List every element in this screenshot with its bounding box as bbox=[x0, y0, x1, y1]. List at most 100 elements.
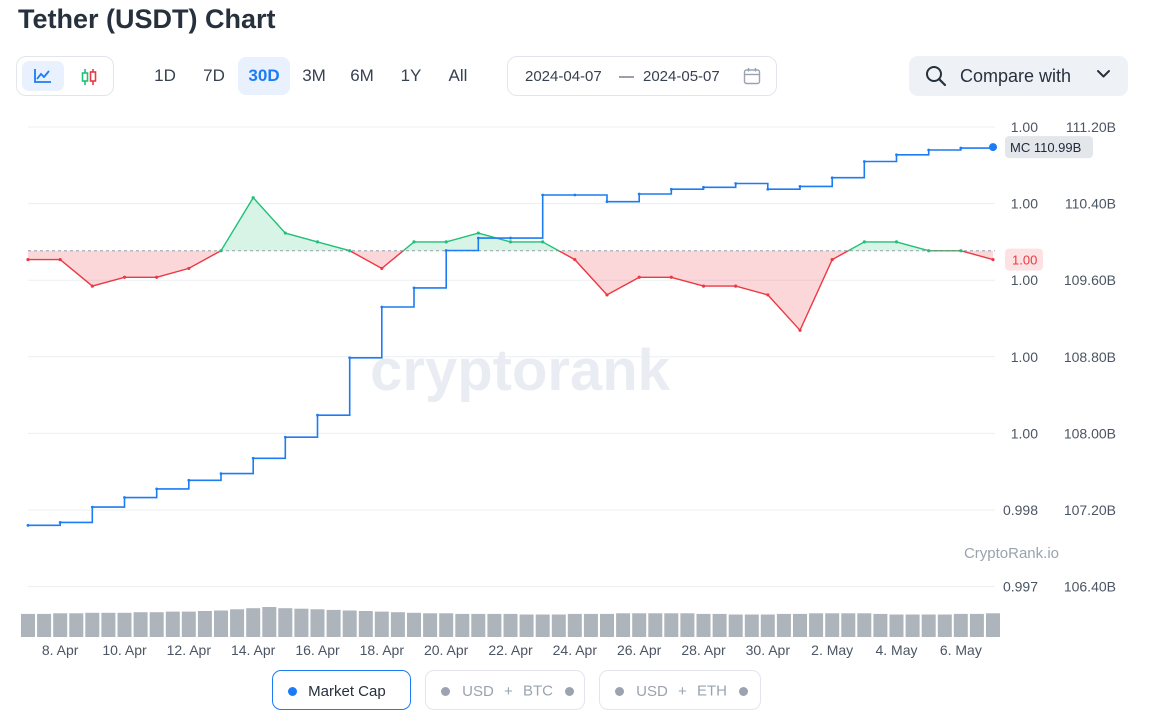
volume-bar bbox=[696, 613, 711, 637]
price-point bbox=[348, 249, 352, 253]
price-tick-label: 0.998 bbox=[1003, 502, 1038, 518]
price-point bbox=[766, 293, 770, 297]
x-tick-label: 10. Apr bbox=[102, 642, 147, 658]
price-tick-label: 1.00 bbox=[1011, 196, 1038, 212]
page-title: Tether (USDT) Chart bbox=[18, 4, 276, 34]
volume-bar bbox=[278, 608, 293, 637]
range-7d[interactable]: 7D bbox=[203, 66, 225, 85]
legend-usd-btc[interactable]: USD + BTC bbox=[425, 670, 585, 710]
calendar-icon bbox=[743, 68, 761, 85]
price-point bbox=[991, 257, 995, 262]
price-point bbox=[959, 249, 963, 253]
legend-plus: + bbox=[678, 682, 687, 700]
line-chart-icon bbox=[34, 69, 51, 83]
price-point bbox=[58, 257, 62, 262]
date-range-picker[interactable]: 2024-04-07 — 2024-05-07 bbox=[507, 56, 777, 96]
mcap-point bbox=[895, 153, 898, 157]
volume-bar bbox=[535, 614, 550, 637]
range-1y[interactable]: 1Y bbox=[400, 66, 422, 85]
volume-bar bbox=[149, 612, 164, 637]
range-30d[interactable]: 30D bbox=[238, 57, 290, 95]
volume-bar bbox=[21, 613, 35, 637]
x-tick-label: 22. Apr bbox=[488, 642, 533, 658]
date-to: 2024-05-07 bbox=[643, 68, 720, 85]
volume-bar bbox=[969, 613, 984, 637]
btc-dot bbox=[565, 686, 575, 696]
legend-usd-label: USD bbox=[636, 682, 668, 700]
volume-bar bbox=[551, 614, 566, 637]
volume-bar bbox=[953, 613, 968, 637]
range-all[interactable]: All bbox=[448, 66, 468, 85]
mc-label-bg bbox=[1005, 136, 1093, 159]
legend-usd-label: USD bbox=[462, 682, 494, 700]
usd-dot bbox=[441, 686, 450, 696]
volume-bar bbox=[455, 613, 470, 637]
volume-bar bbox=[390, 612, 405, 637]
volume-bar bbox=[809, 613, 824, 637]
x-tick-label: 20. Apr bbox=[424, 642, 469, 658]
mcap-point bbox=[702, 185, 705, 189]
price-point bbox=[412, 240, 416, 244]
mcap-point bbox=[219, 472, 223, 476]
volume-bar bbox=[760, 614, 775, 637]
volume-bar bbox=[69, 613, 84, 637]
volume-bar bbox=[246, 608, 261, 637]
volume-bar bbox=[342, 610, 357, 637]
price-tick-label: 0.997 bbox=[1003, 579, 1038, 595]
compare-with-button[interactable]: Compare with bbox=[909, 56, 1128, 96]
volume-bar bbox=[519, 614, 534, 637]
range-6m[interactable]: 6M bbox=[350, 66, 374, 85]
price-point bbox=[444, 240, 448, 244]
compare-with-label: Compare with bbox=[960, 66, 1072, 86]
volume-bar bbox=[600, 613, 614, 637]
volume-bar bbox=[503, 613, 518, 637]
price-point bbox=[187, 266, 191, 271]
mcap-point bbox=[26, 523, 30, 527]
range-1d[interactable]: 1D bbox=[154, 66, 176, 85]
mcap-point bbox=[862, 160, 866, 163]
volume-bar bbox=[825, 613, 840, 637]
price-point bbox=[830, 257, 834, 262]
price-point bbox=[26, 257, 30, 262]
mcap-point bbox=[123, 496, 126, 499]
price-point bbox=[701, 284, 706, 288]
legend-usd-eth[interactable]: USD + ETH bbox=[599, 670, 761, 710]
mcap-point bbox=[927, 148, 931, 152]
x-tick-label: 28. Apr bbox=[681, 642, 726, 658]
price-point bbox=[380, 266, 384, 271]
price-area-down bbox=[28, 250, 993, 331]
price-point bbox=[894, 240, 899, 244]
volume-bar bbox=[181, 611, 196, 637]
legend-market-cap-label: Market Cap bbox=[308, 682, 386, 700]
price-chart[interactable]: 1.00 111.20B 1.00 110.40B 1.00 109.60B 1.00 108… bbox=[0, 110, 1152, 670]
volume-bar bbox=[165, 611, 180, 637]
mcap-tick-label: 106.40B bbox=[1064, 579, 1116, 595]
volume-bar bbox=[841, 613, 856, 637]
mcap-point bbox=[155, 487, 159, 491]
price-point bbox=[605, 293, 609, 297]
volume-bar bbox=[294, 608, 309, 637]
mcap-tick-label: 108.00B bbox=[1064, 425, 1116, 441]
mcap-point bbox=[959, 146, 963, 150]
x-tick-label: 4. May bbox=[875, 642, 917, 658]
mcap-tick-label: 111.20B bbox=[1066, 119, 1116, 135]
mcap-point bbox=[541, 193, 545, 197]
watermark-text: CryptoRank.io bbox=[964, 545, 1059, 562]
legend-market-cap[interactable]: Market Cap bbox=[272, 670, 411, 710]
volume-bar bbox=[744, 614, 759, 637]
x-tick-label: 24. Apr bbox=[553, 642, 598, 658]
line-chart-button[interactable] bbox=[22, 61, 64, 91]
mcap-point bbox=[444, 249, 448, 252]
price-point bbox=[155, 275, 159, 279]
volume-bar bbox=[326, 609, 341, 637]
mc-label-text: MC 110.99B bbox=[1010, 140, 1081, 155]
usd-dot bbox=[615, 686, 624, 696]
volume-bar bbox=[423, 613, 438, 637]
volume-bar bbox=[986, 613, 1000, 637]
range-3m[interactable]: 3M bbox=[302, 66, 326, 85]
mcap-point bbox=[348, 356, 352, 360]
chevron-down-icon bbox=[1097, 70, 1110, 78]
candlestick-chart-button[interactable] bbox=[68, 61, 110, 91]
legend-btc-label: BTC bbox=[522, 682, 553, 700]
volume-bar bbox=[407, 612, 421, 637]
